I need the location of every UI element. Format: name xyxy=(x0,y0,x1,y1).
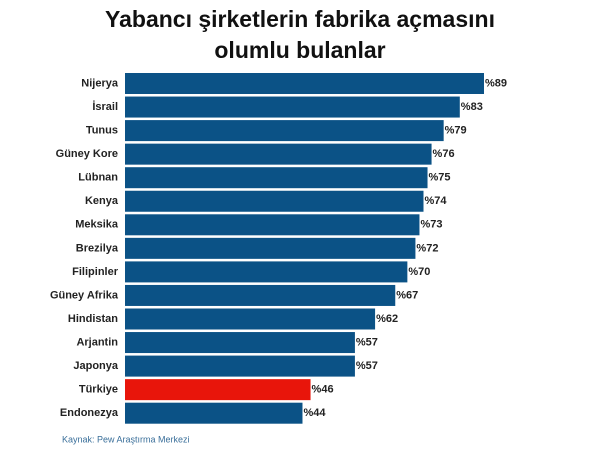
chart-title: Yabancı şirketlerin fabrika açmasını olu… xyxy=(105,6,495,63)
bar xyxy=(125,379,311,401)
value-label: %75 xyxy=(429,172,451,184)
y-tick-label: Türkiye xyxy=(79,384,118,396)
bar xyxy=(125,190,424,212)
value-label: %79 xyxy=(445,125,467,137)
value-label: %67 xyxy=(396,289,418,301)
value-label: %83 xyxy=(461,101,483,113)
bar xyxy=(125,120,444,142)
value-label: %62 xyxy=(376,313,398,325)
source: Kaynak: Pew Araştırma Merkezi xyxy=(62,434,190,444)
bar xyxy=(125,284,396,306)
value-label: %46 xyxy=(312,384,334,396)
bar xyxy=(125,143,432,165)
y-tick-label: Lübnan xyxy=(78,172,118,184)
bar xyxy=(125,308,376,330)
y-tick-label: Tunus xyxy=(86,125,118,137)
value-label: %57 xyxy=(356,360,378,372)
value-label: %74 xyxy=(424,195,447,207)
value-label: %72 xyxy=(416,242,438,254)
y-tick-label: Brezilya xyxy=(76,242,119,254)
value-label: %73 xyxy=(420,219,442,231)
bar xyxy=(125,96,460,118)
y-tick-label: İsrail xyxy=(92,100,118,113)
value-label: %57 xyxy=(356,336,378,348)
value-label: %44 xyxy=(303,407,326,419)
bar xyxy=(125,167,428,189)
y-tick-label: Arjantin xyxy=(76,336,118,348)
value-label: %89 xyxy=(485,77,507,89)
y-tick-label: Güney Afrika xyxy=(50,289,119,301)
bar xyxy=(125,261,408,283)
bar xyxy=(125,355,355,377)
y-tick-label: Hindistan xyxy=(68,313,118,325)
y-tick-label: Güney Kore xyxy=(56,148,118,160)
y-tick-label: Japonya xyxy=(73,360,119,372)
y-tick-label: Meksika xyxy=(75,219,119,231)
bar xyxy=(125,402,303,424)
value-label: %70 xyxy=(408,266,430,278)
bar xyxy=(125,214,420,236)
bar xyxy=(125,237,416,259)
y-tick-label: Endonezya xyxy=(60,407,119,419)
bar xyxy=(125,332,355,354)
bar xyxy=(125,73,484,94)
y-tick-label: Kenya xyxy=(85,195,119,207)
y-tick-label: Nijerya xyxy=(81,77,119,89)
y-tick-label: Filipinler xyxy=(72,266,119,278)
value-label: %76 xyxy=(433,148,455,160)
